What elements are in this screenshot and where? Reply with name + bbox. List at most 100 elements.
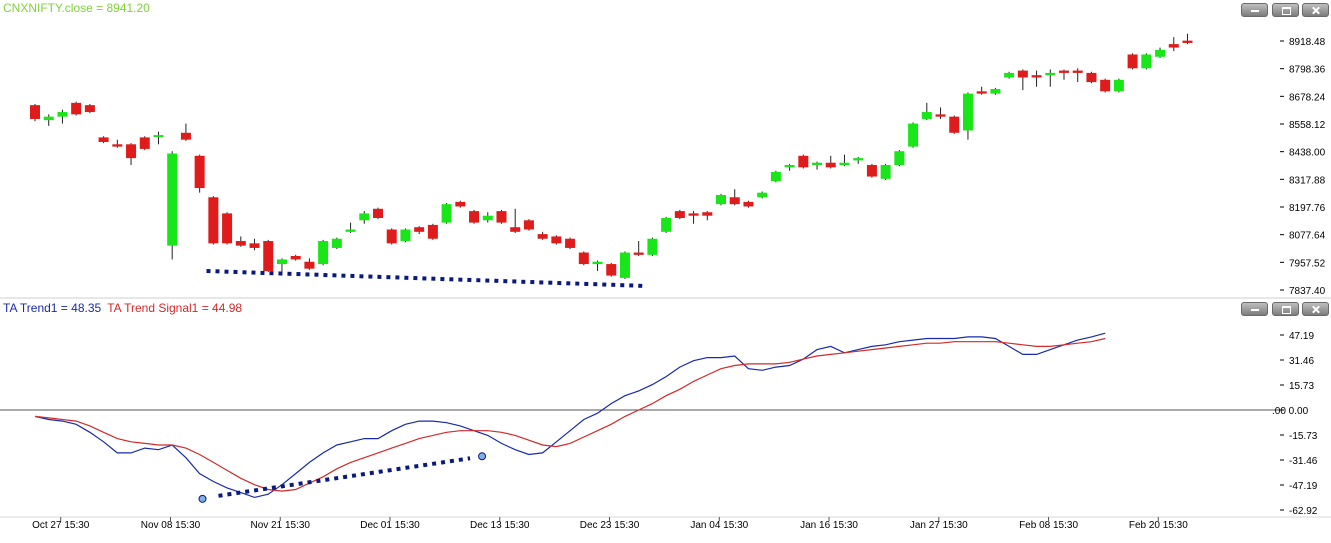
- maximize-icon: [1273, 4, 1298, 16]
- candle-down: [949, 116, 960, 133]
- candle-down: [866, 165, 877, 177]
- candle-up: [400, 229, 411, 242]
- indicator-minimize-button[interactable]: [1241, 302, 1268, 316]
- candle-up: [1045, 72, 1056, 76]
- candle-down: [235, 241, 246, 246]
- candle-up: [1141, 54, 1152, 69]
- candle-up: [1155, 49, 1166, 57]
- candle-down: [30, 105, 40, 119]
- price-y-tick-label: 7837.40: [1289, 286, 1326, 297]
- price-panel: [30, 33, 1193, 288]
- candle-down: [208, 197, 219, 244]
- indicator-y-tick-label: 31.46: [1289, 356, 1314, 367]
- indicator-maximize-button[interactable]: [1272, 302, 1299, 316]
- candle-up: [661, 218, 672, 232]
- indicator-y-axis: 47.19 31.46 15.73 .00 0.00 -15.73 -31.46 -47.1…: [1272, 331, 1318, 517]
- candle-down: [537, 234, 548, 239]
- indicator-y-tick-label: -47.19: [1289, 481, 1318, 492]
- candle-down: [249, 243, 260, 248]
- candle-down: [565, 238, 576, 248]
- indicator-y-tick-label: 47.19: [1289, 331, 1314, 342]
- candle-up: [962, 93, 973, 131]
- candle-down: [112, 144, 123, 147]
- price-maximize-button[interactable]: [1272, 3, 1299, 17]
- minimize-icon: [1242, 4, 1267, 16]
- signal-series-label: TA Trend Signal1 = 44.98: [107, 301, 243, 315]
- indicator-close-button[interactable]: [1302, 302, 1329, 316]
- candle-down: [84, 105, 95, 113]
- candle-down: [180, 132, 191, 140]
- x-tick-label: Jan 27 15:30: [910, 520, 968, 531]
- price-y-tick-label: 8317.88: [1289, 175, 1326, 186]
- candle-down: [455, 201, 466, 207]
- indicator-y-tick-label: -62.92: [1289, 506, 1318, 517]
- minimize-icon: [1242, 303, 1267, 315]
- candle-down: [523, 220, 534, 230]
- candle-down: [633, 252, 644, 255]
- price-panel-title: CNXNIFTY.close = 8941.20: [3, 1, 150, 15]
- candle-down: [798, 155, 809, 168]
- candle-up: [359, 213, 370, 221]
- price-y-tick-label: 8077.64: [1289, 231, 1326, 242]
- candle-up: [153, 135, 164, 138]
- candle-down: [551, 236, 562, 244]
- candle-down: [935, 114, 946, 117]
- indicator-panel-title: TA Trend1 = 48.35 TA Trend Signal1 = 44.9…: [3, 301, 242, 315]
- candle-down: [729, 197, 740, 205]
- candle-down: [825, 162, 836, 168]
- x-tick-label: Nov 08 15:30: [141, 520, 201, 531]
- candle-down: [98, 137, 109, 142]
- candle-down: [263, 241, 274, 271]
- candle-up: [880, 165, 891, 179]
- candle-down: [1086, 72, 1097, 83]
- candle-down: [1127, 54, 1138, 69]
- price-close-button[interactable]: [1302, 3, 1329, 17]
- candle-up: [647, 238, 658, 255]
- candle-up: [318, 241, 329, 265]
- candle-down: [743, 201, 754, 207]
- price-y-tick-label: 8798.36: [1289, 65, 1326, 76]
- candle-up: [908, 123, 919, 147]
- candle-up: [167, 153, 178, 246]
- candle-down: [194, 155, 205, 189]
- indicator-y-tick-label: .00 0.00: [1272, 406, 1309, 417]
- candle-down: [126, 144, 137, 159]
- candle-down: [139, 137, 150, 149]
- candle-down: [1031, 75, 1042, 78]
- candle-down: [578, 252, 589, 265]
- trend-line: [34, 332, 1106, 499]
- candle-down: [427, 224, 438, 239]
- candle-down: [702, 212, 713, 216]
- candle-down: [1168, 44, 1179, 48]
- price-y-tick-label: 8918.48: [1289, 37, 1326, 48]
- maximize-icon: [1273, 303, 1298, 315]
- candle-down: [386, 229, 397, 244]
- candle-down: [1072, 70, 1083, 73]
- x-tick-label: Feb 20 15:30: [1129, 520, 1188, 531]
- candle-down: [414, 227, 425, 232]
- candle-down: [469, 211, 480, 223]
- price-y-tick-label: 8197.76: [1289, 203, 1326, 214]
- candle-up: [757, 192, 768, 198]
- candle-up: [990, 89, 1001, 94]
- price-y-tick-label: 8558.12: [1289, 120, 1326, 131]
- x-tick-label: Jan 16 15:30: [800, 520, 858, 531]
- candle-up: [43, 116, 54, 121]
- candle-up: [57, 112, 68, 117]
- x-tick-label: Jan 04 15:30: [690, 520, 748, 531]
- candle-up: [441, 204, 452, 223]
- indicator-y-tick-label: -31.46: [1289, 456, 1318, 467]
- price-y-tick-label: 7957.52: [1289, 258, 1326, 269]
- candle-down: [1017, 70, 1028, 78]
- x-axis: Oct 27 15:30 Nov 08 15:30 Nov 21 15:30 Dec …: [32, 517, 1188, 531]
- x-tick-label: Feb 08 15:30: [1019, 520, 1078, 531]
- indicator-y-tick-label: 15.73: [1289, 381, 1314, 392]
- candle-up: [921, 112, 932, 119]
- candle-down: [674, 211, 685, 219]
- candle-down: [290, 256, 301, 260]
- price-minimize-button[interactable]: [1241, 3, 1268, 17]
- candle-up: [1004, 72, 1015, 78]
- divergence-start-marker: [198, 494, 207, 503]
- candle-down: [496, 211, 507, 223]
